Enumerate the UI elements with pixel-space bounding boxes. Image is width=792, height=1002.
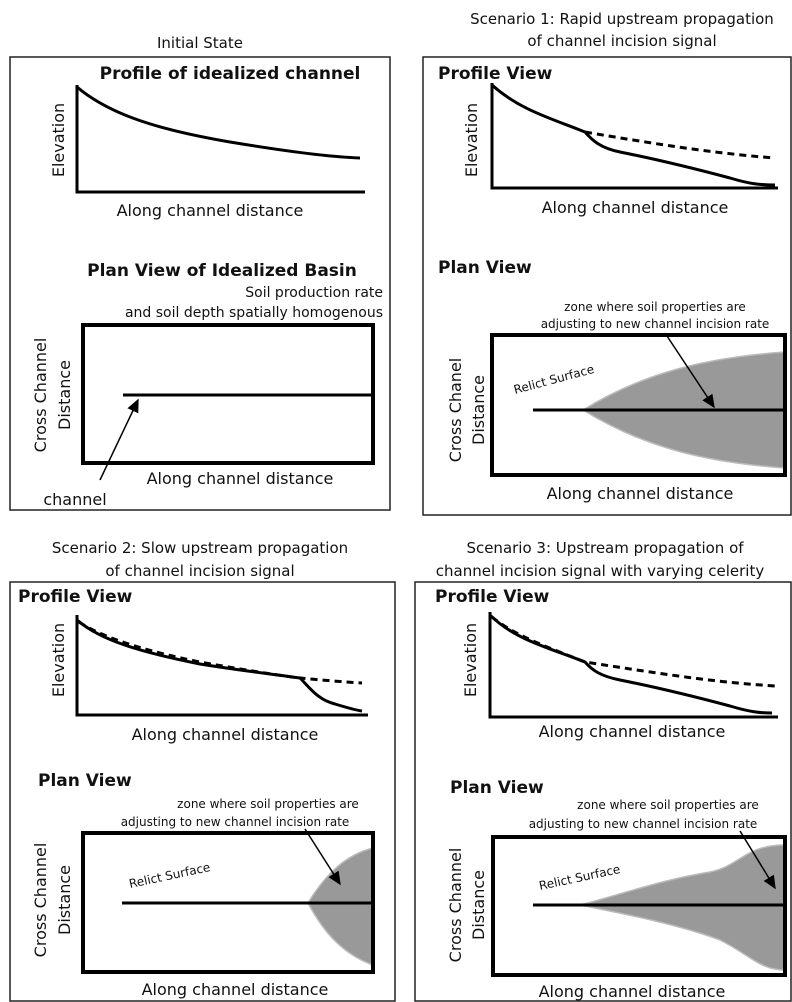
channel-label: channel [43,490,106,509]
y-label: Elevation [49,623,68,697]
plan-y-label: Cross Channel [446,848,465,963]
axes [488,612,778,719]
heading: Scenario 1: Rapid upstream propagation [470,10,774,28]
plan-title: Plan View [438,258,532,278]
heading: channel incision signal with varying cel… [436,562,765,580]
y-label: Elevation [49,103,68,177]
initial-profile [78,620,363,685]
heading: of channel incision signal [527,32,716,50]
heading: Scenario 2: Slow upstream propagation [52,539,348,557]
profile-curve [491,83,776,187]
panel-scenario-2: Scenario 2: Slow upstream propagation of… [9,539,396,1002]
panel-scenario-1: Scenario 1: Rapid upstream propagation o… [422,10,792,516]
plan-note: and soil depth spatially homogenous [125,305,383,321]
profile-title: Profile View [438,64,553,84]
profile-curve [488,613,773,715]
plan-note: zone where soil properties are [577,798,759,812]
frame [414,581,792,1002]
panel-scenario-3: Scenario 3: Upstream propagation of chan… [414,539,792,1002]
plan-y-label: Distance [55,360,74,430]
plan-y-label: Cross Chanel [446,358,465,463]
x-label: Along channel distance [542,198,729,217]
plan-x-label: Along channel distance [547,484,734,503]
plan-note: adjusting to new channel incision rate [121,815,350,829]
plan-note: adjusting to new channel incision rate [541,317,770,331]
profile-title: Profile View [435,587,550,607]
basin [490,333,787,477]
arrow [99,398,139,481]
profile-curve [76,85,361,160]
plan-title: Plan View of Idealized Basin [87,261,357,281]
profile-curve [76,618,363,713]
profile-title: Profile View [18,587,133,607]
x-label: Along channel distance [539,722,726,741]
plan-y-label: Cross Channel [31,338,50,453]
plan-y-label: Distance [469,375,488,445]
arrow [304,828,341,886]
arrow [664,332,715,409]
plan-note: zone where soil properties are [177,797,359,811]
plan-title: Plan View [450,778,544,798]
plan-note: adjusting to new channel incision rate [529,817,758,831]
axes [490,83,778,190]
initial-profile [584,130,776,160]
plan-note: Soil production rate [245,285,383,301]
plan-x-label: Along channel distance [539,982,726,1001]
plan-y-label: Cross Channel [31,843,50,958]
frame [422,56,792,516]
panel-initial: Initial State Profile of idealized chann… [9,34,391,511]
heading: Scenario 3: Upstream propagation of [466,539,744,557]
adjustment-zone [307,847,374,967]
heading: Initial State [157,34,243,52]
axes [75,85,365,194]
surface-label: Relict Surface [128,860,212,891]
surface-label: Relict Surface [512,362,595,397]
plan-x-label: Along channel distance [147,469,334,488]
surface-label: Relict Surface [538,862,622,893]
plan-y-label: Distance [469,870,488,940]
plan-x-label: Along channel distance [142,980,329,999]
heading: of channel incision signal [105,562,294,580]
initial-profile [491,615,776,688]
plan-note: zone where soil properties are [564,300,746,314]
frame [9,56,391,511]
plan-title: Plan View [38,771,132,791]
y-label: Elevation [461,623,480,697]
y-label: Elevation [462,103,481,177]
arrow [739,830,776,890]
profile-title: Profile of idealized channel [100,64,361,84]
plan-y-label: Distance [55,865,74,935]
frame [9,581,396,1002]
x-label: Along channel distance [117,201,304,220]
x-label: Along channel distance [132,725,319,744]
axes [75,615,368,717]
